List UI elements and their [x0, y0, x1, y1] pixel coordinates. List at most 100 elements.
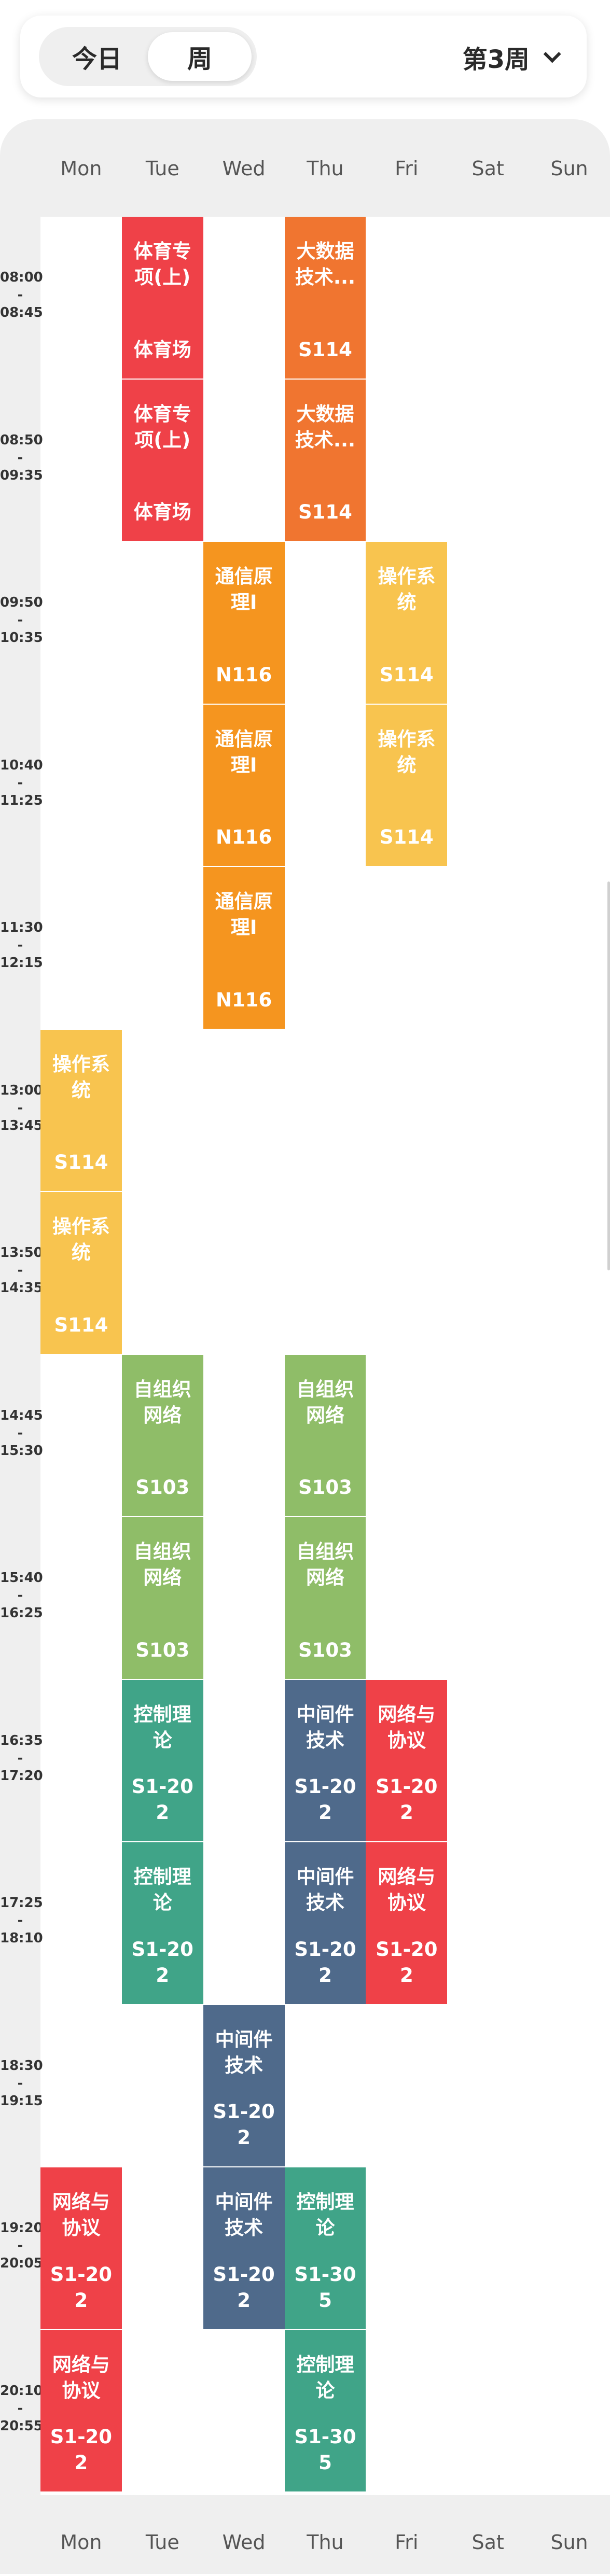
- course-card[interactable]: 通信原理I N116: [203, 867, 285, 1029]
- course-card[interactable]: 体育专项(上) 体育场: [121, 217, 203, 379]
- tab-week[interactable]: 周: [148, 32, 252, 81]
- course-room: S114: [298, 501, 352, 523]
- time-start: 13:00: [0, 1082, 43, 1098]
- course-card[interactable]: 操作系统 S114: [40, 1192, 122, 1354]
- course-name: 网络与协议: [378, 1866, 436, 1914]
- course-card[interactable]: 自组织网络 S103: [284, 1354, 366, 1516]
- time-slot-label: 13:00 -13:45: [0, 1082, 43, 1135]
- course-card[interactable]: 控制理论 S1-305: [284, 2167, 366, 2329]
- time-start: 14:45: [0, 1407, 43, 1423]
- course-room: S103: [135, 1476, 190, 1499]
- course-room: S103: [298, 1639, 352, 1661]
- course-name: 自组织网络: [133, 1541, 191, 1589]
- course-name: 控制理论: [133, 1866, 191, 1914]
- course-room: 体育场: [133, 501, 191, 523]
- course-room: S1-202: [294, 1775, 356, 1824]
- course-card[interactable]: 中间件技术 S1-202: [284, 1679, 366, 1841]
- course-card[interactable]: 操作系统 S114: [366, 542, 448, 704]
- time-separator: -: [17, 1263, 23, 1278]
- course-card[interactable]: 通信原理I N116: [203, 542, 285, 704]
- course-name: 通信原理I: [215, 565, 273, 613]
- course-card[interactable]: 中间件技术 S1-202: [203, 2167, 285, 2329]
- time-separator: -: [17, 1588, 23, 1603]
- time-slot-label: 19:20 - 20:05: [0, 2219, 43, 2272]
- course-card[interactable]: 自组织网络 S103: [284, 1517, 366, 1679]
- time-slot-label: 13:50 - 14:35: [0, 1244, 43, 1297]
- time-separator: -: [17, 287, 23, 303]
- top-bar: 今日 周 第3周: [20, 16, 587, 97]
- course-name: 中间件技术: [296, 1703, 354, 1752]
- course-card[interactable]: 自组织网络 S103: [121, 1517, 203, 1679]
- course-name: 控制理论: [133, 1703, 191, 1752]
- course-card[interactable]: 体育专项(上) 体育场: [121, 379, 203, 541]
- course-card[interactable]: 网络与协议 S1-202: [40, 2167, 122, 2329]
- time-start: 08:00: [0, 270, 43, 285]
- course-room: S114: [54, 1313, 108, 1336]
- course-name: 通信原理I: [215, 727, 273, 776]
- course-room: S1-202: [50, 2263, 113, 2312]
- week-selector[interactable]: 第3周: [462, 36, 561, 78]
- time-start: 16:35: [0, 1732, 43, 1748]
- time-slot-label: 18:30- 19:15: [0, 2057, 43, 2110]
- time-end: 20:55: [0, 2418, 43, 2434]
- day-label: Mon: [60, 2531, 102, 2554]
- course-card[interactable]: 中间件技术 S1-202: [284, 1842, 366, 2004]
- time-end: 10:35: [0, 630, 43, 646]
- course-room: S114: [379, 663, 434, 686]
- day-label: Sat: [472, 157, 504, 180]
- course-card[interactable]: 中间件技术 S1-202: [203, 2005, 285, 2166]
- time-separator: -: [17, 937, 23, 953]
- time-separator: -: [17, 612, 23, 628]
- course-card[interactable]: 控制理论 S1-202: [121, 1842, 203, 2004]
- course-name: 控制理论: [296, 2353, 354, 2402]
- time-start: 13:50: [0, 1245, 43, 1261]
- day-label: Wed: [222, 157, 266, 180]
- time-end: 13:45: [0, 1117, 43, 1133]
- tab-today[interactable]: 今日: [72, 45, 122, 74]
- time-separator: -: [17, 1750, 23, 1766]
- course-name: 操作系统: [378, 727, 436, 776]
- time-start: 18:30: [0, 2057, 43, 2074]
- time-slot-label: 14:45 - 15:30: [0, 1407, 43, 1460]
- time-end: 19:15: [0, 2093, 43, 2109]
- time-separator: -: [17, 2400, 23, 2416]
- course-name: 自组织网络: [133, 1378, 191, 1426]
- time-start: 08:50: [0, 432, 43, 448]
- time-end: 08:45: [0, 305, 43, 320]
- course-name: 大数据技术...: [295, 240, 356, 288]
- course-name: 中间件技术: [215, 2191, 273, 2239]
- course-room: S1-202: [131, 1775, 193, 1824]
- day-label: Wed: [222, 2531, 266, 2554]
- day-label: Sat: [472, 2531, 504, 2554]
- day-label: Thu: [307, 157, 344, 180]
- course-card[interactable]: 控制理论 S1-305: [284, 2330, 366, 2491]
- course-room: S1-202: [376, 1938, 438, 1986]
- course-room: S103: [135, 1639, 190, 1661]
- time-slot-label: 17:25 - 18:10: [0, 1894, 43, 1947]
- time-start: 19:20: [0, 2220, 43, 2236]
- course-room: S1-202: [50, 2426, 113, 2474]
- course-card[interactable]: 自组织网络 S103: [121, 1354, 203, 1516]
- time-separator: -: [17, 1425, 23, 1441]
- scrollbar[interactable]: [607, 881, 610, 1270]
- time-slot-label: 16:35 - 17:20: [0, 1732, 43, 1785]
- course-card[interactable]: 大数据技术... S114: [284, 379, 366, 541]
- course-card[interactable]: 通信原理I N116: [203, 704, 285, 866]
- time-slot-label: 15:40 - 16:25: [0, 1569, 43, 1622]
- time-end: 16:25: [0, 1605, 43, 1621]
- time-start: 17:25: [0, 1895, 43, 1911]
- course-card[interactable]: 网络与协议 S1-202: [366, 1679, 448, 1841]
- course-name: 操作系统: [52, 1215, 110, 1264]
- course-name: 操作系统: [52, 1053, 110, 1101]
- time-end: 12:15: [0, 955, 43, 971]
- course-card[interactable]: 网络与协议 S1-202: [40, 2330, 122, 2491]
- course-card[interactable]: 操作系统 S114: [366, 704, 448, 866]
- course-card[interactable]: 大数据技术... S114: [284, 217, 366, 379]
- course-card[interactable]: 操作系统 S114: [40, 1029, 122, 1191]
- course-card[interactable]: 控制理论 S1-202: [121, 1679, 203, 1841]
- time-end: 11:25: [0, 792, 43, 808]
- course-name: 体育专项(上): [133, 402, 191, 451]
- week-label: 第3周: [462, 45, 530, 74]
- course-room: S114: [379, 826, 434, 848]
- course-card[interactable]: 网络与协议 S1-202: [366, 1842, 448, 2004]
